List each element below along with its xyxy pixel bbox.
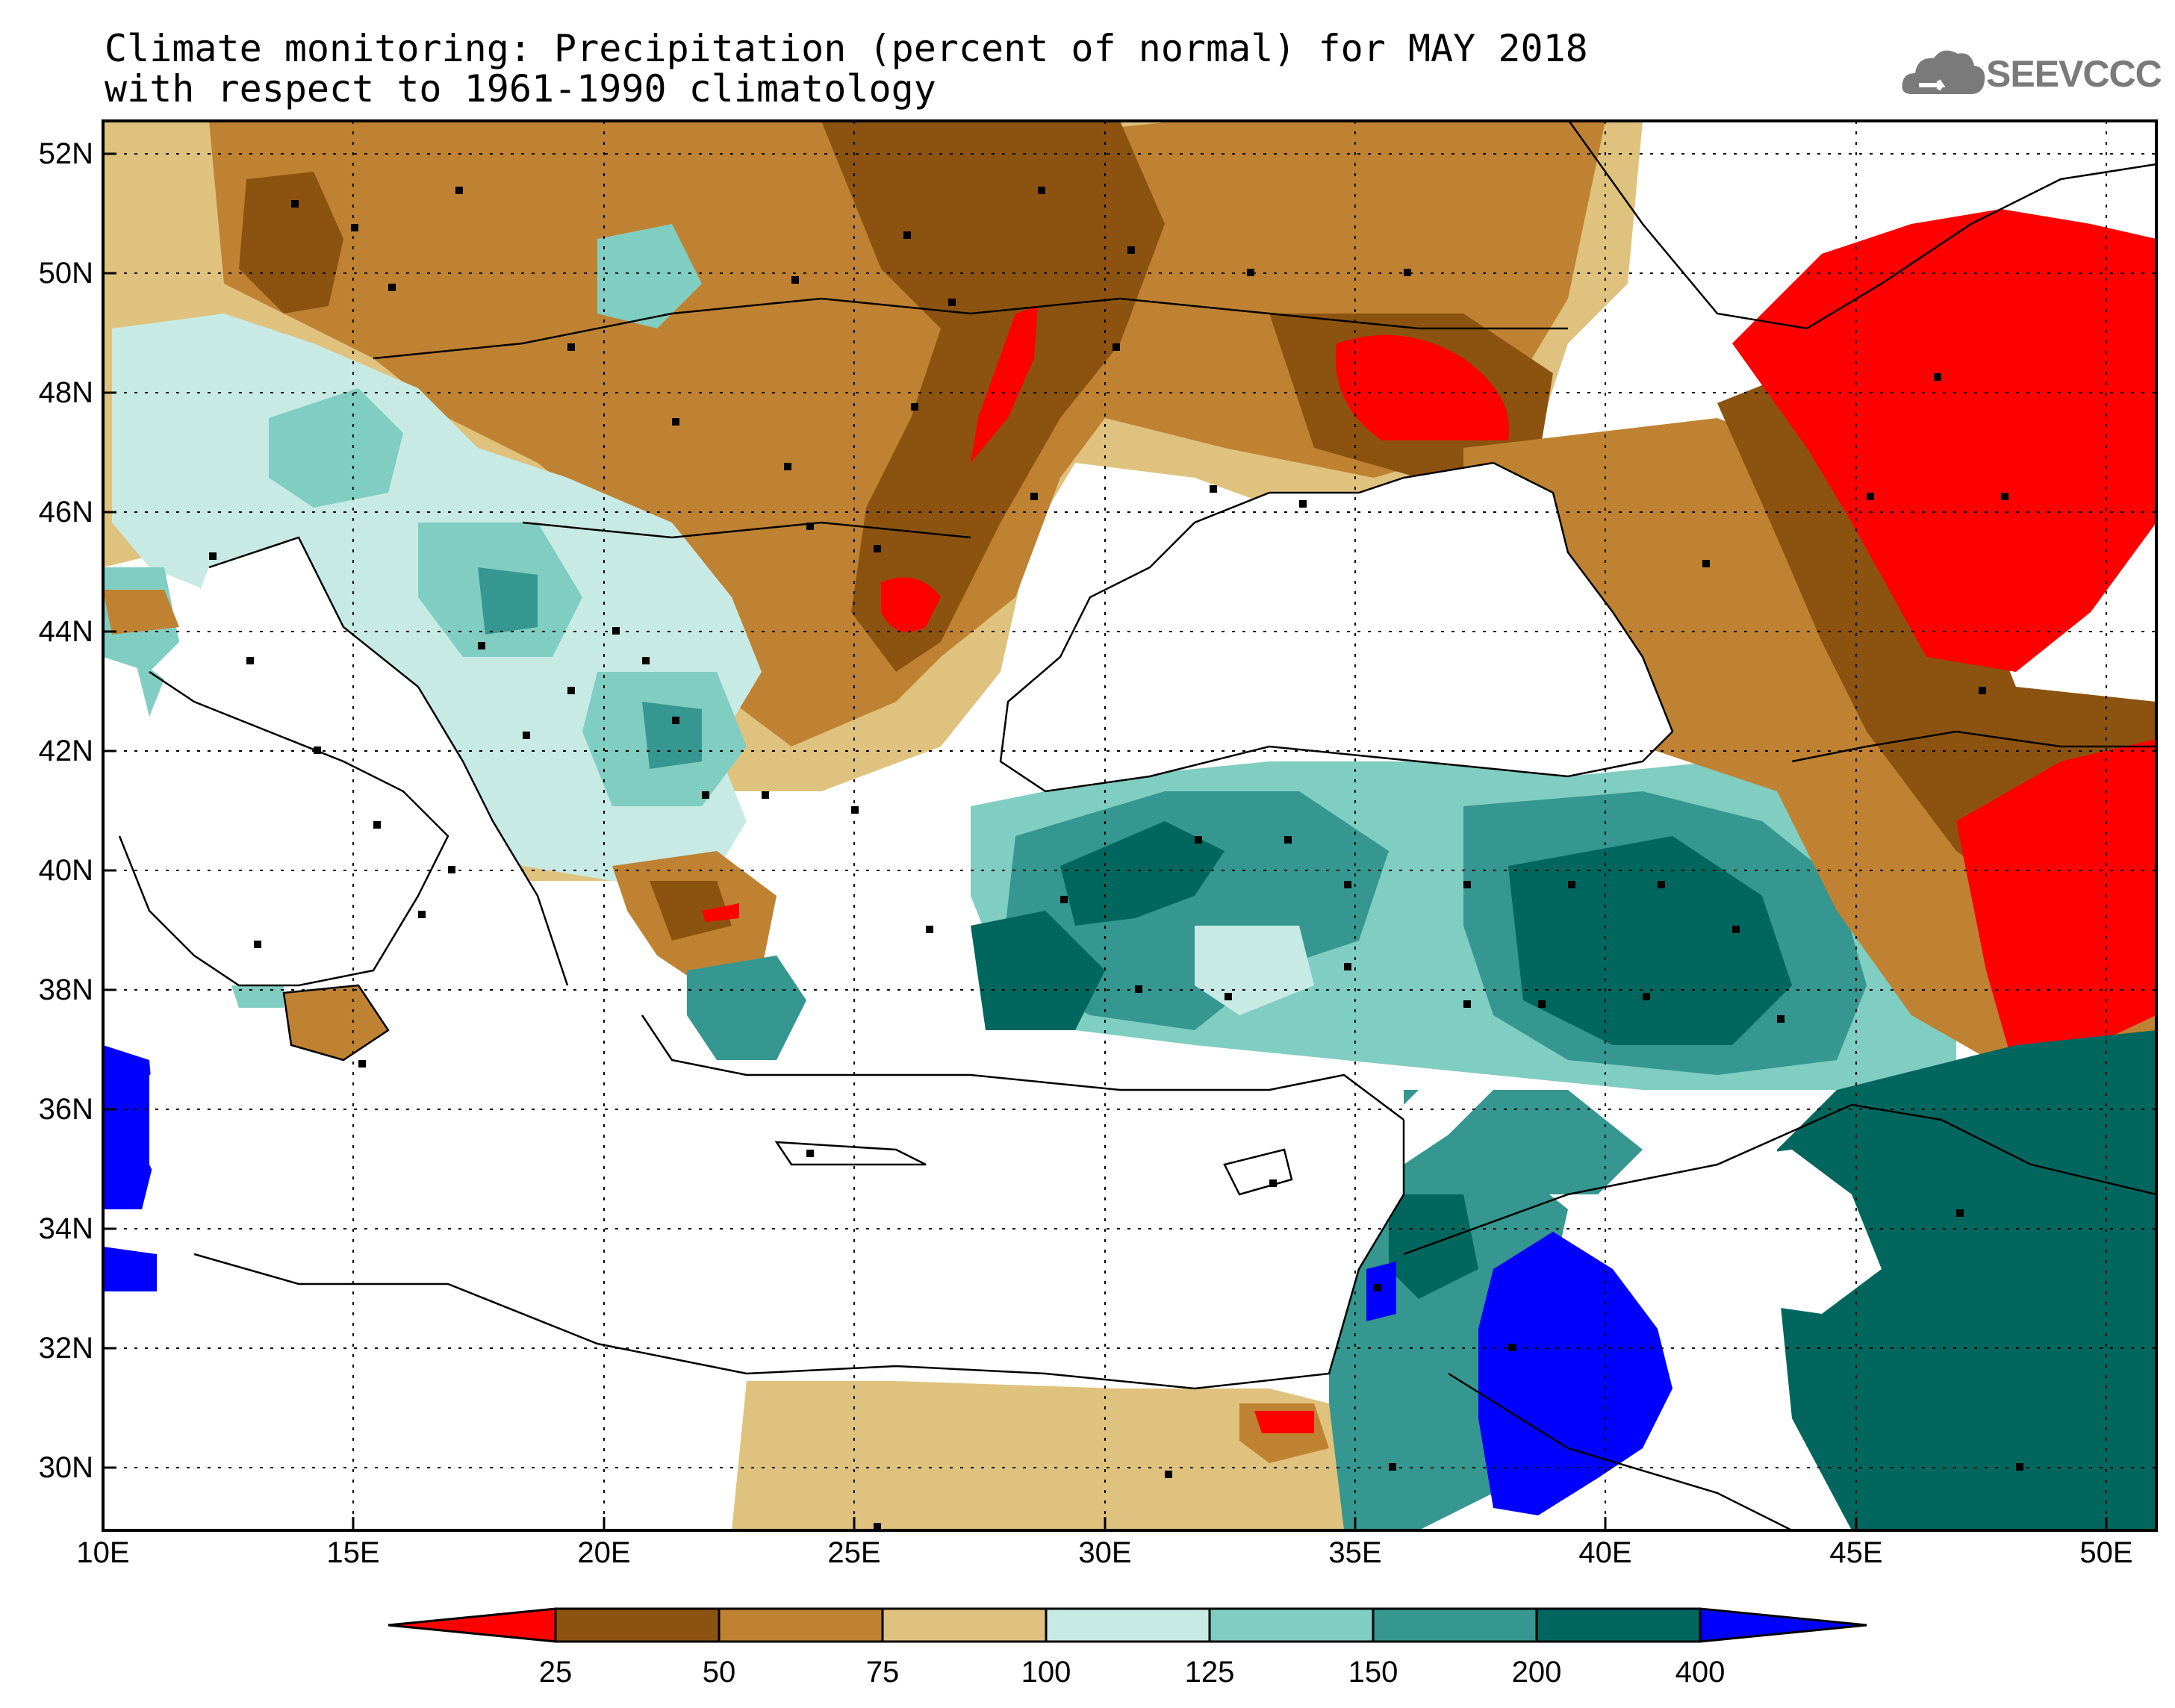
lat-label: 44N: [38, 615, 93, 648]
map-frame: [102, 119, 2158, 1532]
lon-label: 20E: [577, 1536, 631, 1569]
map-title-line-2: with respect to 1961-1990 climatology: [105, 67, 936, 110]
colorbar-bin: [554, 1607, 721, 1643]
station-markers: [209, 187, 2023, 1530]
colorbar-bin: [1208, 1607, 1375, 1643]
colorbar-label: 400: [1675, 1656, 1726, 1689]
colorbar-under-arrow: [388, 1607, 557, 1643]
lon-label: 30E: [1078, 1536, 1132, 1569]
lon-label: 45E: [1829, 1536, 1883, 1569]
lon-label: 50E: [2079, 1536, 2133, 1569]
lon-label: 15E: [326, 1536, 380, 1569]
colorbar-bin: [1045, 1607, 1211, 1643]
lon-label: 35E: [1328, 1536, 1382, 1569]
map-title-line-1: Climate monitoring: Precipitation (perce…: [105, 27, 1588, 70]
colorbar-label: 200: [1511, 1656, 1562, 1689]
colorbar-label: 75: [865, 1656, 900, 1689]
lat-label: 50N: [38, 257, 93, 290]
lat-label: 42N: [38, 735, 93, 767]
colorbar-bin: [1535, 1607, 1702, 1643]
precipitation-field: [103, 121, 2156, 1530]
lat-label: 48N: [38, 376, 93, 409]
lat-label: 40N: [38, 854, 93, 887]
coastlines: [118, 121, 2156, 1530]
lat-label: 32N: [38, 1332, 93, 1365]
cloud-icon: [1902, 50, 1985, 94]
colorbar-over-arrow: [1699, 1607, 1867, 1643]
graticule: [103, 121, 2156, 1530]
lat-label: 34N: [38, 1212, 93, 1245]
colorbar-bin: [718, 1607, 884, 1643]
colorbar-bin: [1372, 1607, 1538, 1643]
colorbar-bin: [881, 1607, 1048, 1643]
logo-text: SEEVCCC: [1986, 53, 2162, 95]
lat-label: 36N: [38, 1093, 93, 1126]
axis-ticks: [102, 152, 2108, 1530]
lat-label: 52N: [38, 137, 93, 170]
lat-label: 38N: [38, 973, 93, 1006]
colorbar-label: 50: [702, 1656, 736, 1689]
lon-label: 25E: [827, 1536, 881, 1569]
colorbar-label: 100: [1021, 1656, 1071, 1689]
lon-label: 10E: [76, 1536, 130, 1569]
lat-label: 46N: [38, 496, 93, 529]
lon-label: 40E: [1578, 1536, 1632, 1569]
lat-label: 30N: [38, 1451, 93, 1484]
colorbar: [388, 1607, 1867, 1643]
colorbar-label: 150: [1348, 1656, 1398, 1689]
colorbar-label: 125: [1184, 1656, 1235, 1689]
colorbar-label: 25: [538, 1656, 573, 1689]
